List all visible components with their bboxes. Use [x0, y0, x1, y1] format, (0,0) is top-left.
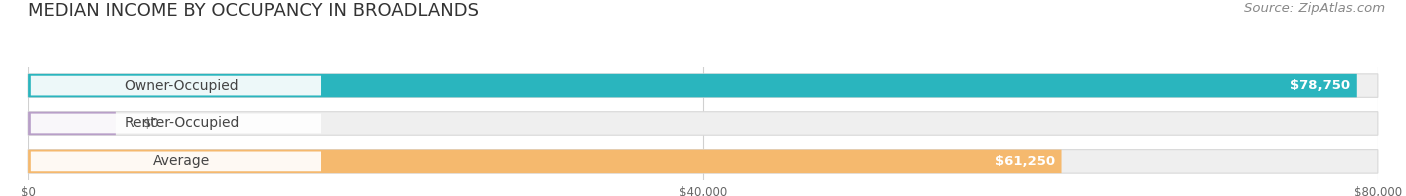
Text: Owner-Occupied: Owner-Occupied	[125, 79, 239, 93]
Text: MEDIAN INCOME BY OCCUPANCY IN BROADLANDS: MEDIAN INCOME BY OCCUPANCY IN BROADLANDS	[28, 2, 479, 20]
FancyBboxPatch shape	[28, 74, 1378, 97]
FancyBboxPatch shape	[28, 112, 115, 135]
FancyBboxPatch shape	[28, 150, 1062, 173]
FancyBboxPatch shape	[31, 114, 321, 133]
FancyBboxPatch shape	[28, 74, 1357, 97]
Text: $78,750: $78,750	[1289, 79, 1350, 92]
Text: $0: $0	[143, 117, 160, 130]
FancyBboxPatch shape	[28, 112, 1378, 135]
Text: Average: Average	[153, 154, 211, 168]
FancyBboxPatch shape	[31, 152, 321, 171]
Text: $61,250: $61,250	[994, 155, 1054, 168]
FancyBboxPatch shape	[28, 150, 1378, 173]
Text: Source: ZipAtlas.com: Source: ZipAtlas.com	[1244, 2, 1385, 15]
Text: Renter-Occupied: Renter-Occupied	[124, 116, 239, 131]
FancyBboxPatch shape	[31, 76, 321, 95]
